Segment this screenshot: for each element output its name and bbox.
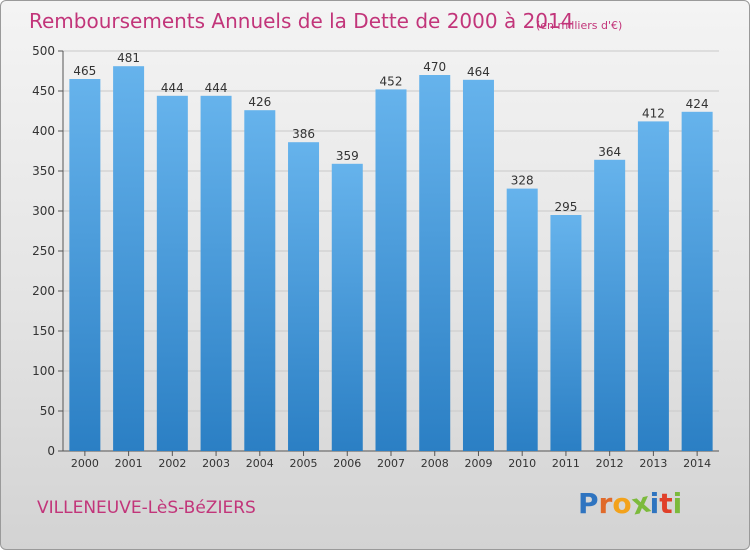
y-tick-label: 50: [40, 404, 55, 418]
data-label-2009: 464: [467, 65, 490, 79]
x-tick-label-2004: 2004: [246, 457, 274, 470]
y-tick-label: 400: [32, 124, 55, 138]
bar-2011: [550, 215, 582, 451]
chart-subtitle: (en milliers d'€): [536, 19, 623, 32]
bar-2012: [594, 159, 626, 452]
data-label-2004: 426: [248, 95, 271, 109]
bar-2007: [375, 89, 407, 452]
x-tick-label-2003: 2003: [202, 457, 230, 470]
bar-2009: [462, 79, 494, 452]
bars: [69, 66, 713, 452]
x-tick-labels: 2000 2001 2002 2003 2004 2005 2006 2007 2008 2009…: [71, 457, 711, 470]
x-tick-label-2006: 2006: [333, 457, 361, 470]
x-tick-label-2001: 2001: [115, 457, 143, 470]
logo-letter: r: [598, 487, 613, 520]
x-tick-label-2009: 2009: [464, 457, 492, 470]
data-label-2012: 364: [598, 145, 621, 159]
data-label-2007: 452: [380, 74, 403, 88]
y-tick-labels: 0 50 100 150 200 250 300 350 400 450 500: [32, 44, 55, 458]
data-label-2010: 328: [511, 174, 534, 188]
y-tick-label: 500: [32, 44, 55, 58]
bar-2001: [113, 66, 145, 451]
city-name: VILLENEUVE-LèS-BéZIERS: [37, 498, 256, 518]
logo-letter: i: [649, 487, 660, 520]
logo-letter: o: [612, 487, 632, 520]
bar-2005: [288, 142, 320, 451]
bar-2013: [637, 121, 669, 452]
y-tick-label: 450: [32, 84, 55, 98]
y-tick-label: 350: [32, 164, 55, 178]
data-label-2005: 386: [292, 127, 315, 141]
data-label-2003: 444: [205, 81, 228, 95]
bar-2010: [506, 188, 538, 451]
x-tick-label-2012: 2012: [596, 457, 624, 470]
data-labels: 465 481 444 444 426 386 359 452 470 464 328 295 364 4…: [73, 51, 708, 214]
data-label-2001: 481: [117, 51, 140, 65]
data-label-2002: 444: [161, 81, 184, 95]
bar-2000: [69, 79, 101, 451]
data-label-2006: 359: [336, 149, 359, 163]
bar-2004: [244, 110, 276, 451]
data-label-2008: 470: [423, 60, 446, 74]
x-tick-label-2014: 2014: [683, 457, 711, 470]
bar-2002: [156, 95, 188, 452]
data-label-2013: 412: [642, 106, 665, 120]
data-label-2011: 295: [554, 200, 577, 214]
x-tick-label-2011: 2011: [552, 457, 580, 470]
x-tick-label-2007: 2007: [377, 457, 405, 470]
data-label-2000: 465: [73, 64, 96, 78]
x-tick-label-2002: 2002: [158, 457, 186, 470]
data-label-2014: 424: [686, 97, 709, 111]
y-tick-label: 200: [32, 284, 55, 298]
bar-2006: [331, 163, 363, 452]
x-tick-label-2013: 2013: [639, 457, 667, 470]
y-tick-label: 250: [32, 244, 55, 258]
x-tick-label-2010: 2010: [508, 457, 536, 470]
chart-title: Remboursements Annuels de la Dette de 20…: [29, 9, 574, 33]
x-tick-label-2000: 2000: [71, 457, 99, 470]
proxiti-logo[interactable]: Proxiti: [578, 485, 683, 521]
y-tick-label: 100: [32, 364, 55, 378]
logo-letter: P: [578, 487, 599, 520]
y-tick-label: 300: [32, 204, 55, 218]
x-tick-label-2005: 2005: [290, 457, 318, 470]
x-tick-label-2008: 2008: [421, 457, 449, 470]
logo-letter: i: [672, 487, 683, 520]
y-tick-label: 0: [47, 444, 55, 458]
bar-2008: [419, 75, 451, 451]
bar-2014: [681, 111, 713, 452]
bar-2003: [200, 95, 232, 452]
y-tick-label: 150: [32, 324, 55, 338]
logo-letter: t: [659, 487, 673, 520]
